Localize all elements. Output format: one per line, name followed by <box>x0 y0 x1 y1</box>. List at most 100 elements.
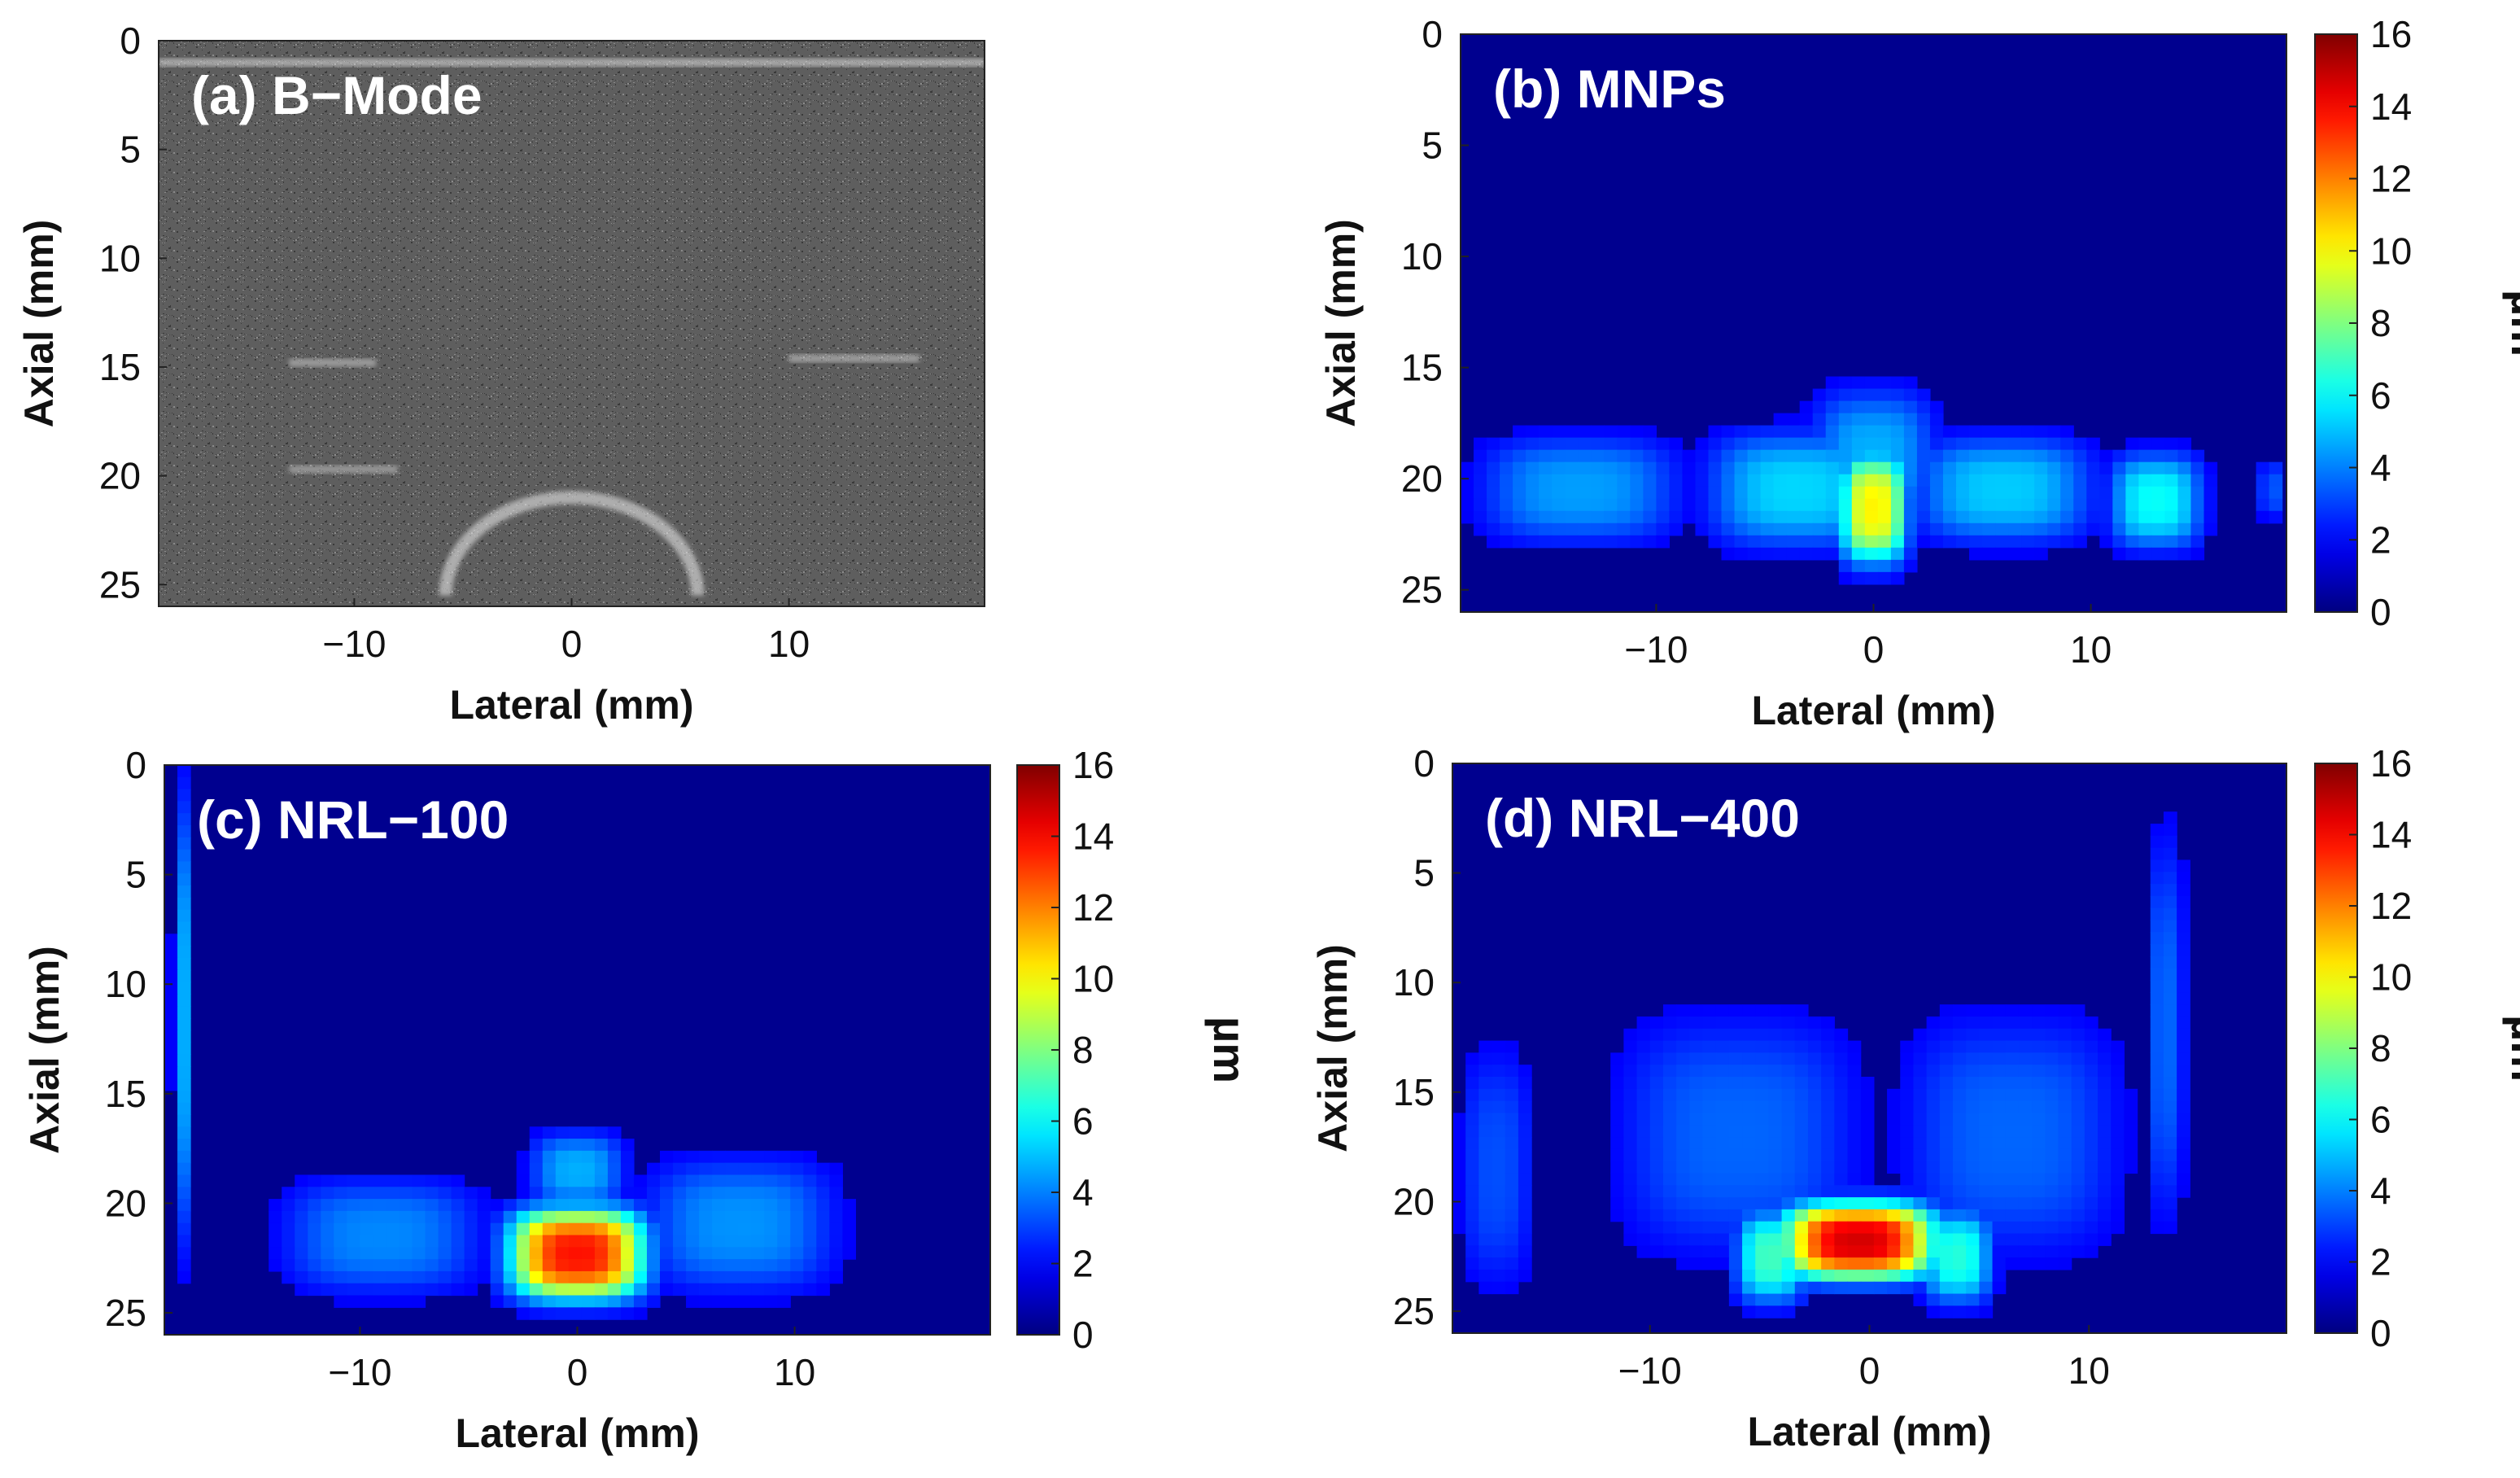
heatmap-cell <box>2111 1052 2125 1065</box>
heatmap-cell <box>1662 1088 1677 1102</box>
heatmap-cell <box>581 1222 596 1236</box>
heatmap-cell <box>2177 498 2192 512</box>
heatmap-cell <box>1505 1040 1519 1053</box>
heatmap-cell <box>816 1222 830 1236</box>
heatmap-cell <box>399 1295 413 1308</box>
heatmap-cell <box>581 1295 596 1308</box>
heatmap-cell <box>177 957 191 971</box>
heatmap-cell <box>816 1235 830 1248</box>
heatmap-cell <box>1773 498 1788 512</box>
heatmap-cell <box>177 776 191 790</box>
heatmap-cell <box>2021 486 2035 500</box>
heatmap-cell <box>1500 523 1513 536</box>
heatmap-cell <box>308 1187 321 1200</box>
heatmap-cell <box>2163 1113 2177 1126</box>
heatmap-cell <box>1708 535 1723 549</box>
heatmap-cell <box>347 1235 360 1248</box>
heatmap-cell <box>2084 1077 2099 1090</box>
heatmap-cell <box>764 1150 778 1164</box>
heatmap-cell <box>1505 1269 1519 1283</box>
heatmap-cell <box>1760 474 1775 488</box>
heatmap-cell <box>2032 1233 2046 1246</box>
heatmap-cell <box>2190 474 2205 488</box>
heatmap-cell <box>1755 1293 1770 1306</box>
heatmap-cell <box>1825 547 1840 561</box>
heatmap-cell <box>738 1295 752 1308</box>
heatmap-cell <box>1505 1052 1519 1065</box>
heatmap-cell <box>1565 523 1579 536</box>
heatmap-cell <box>1781 1221 1796 1235</box>
heatmap-cell <box>594 1307 609 1320</box>
heatmap-cell <box>503 1259 518 1272</box>
heatmap-cell <box>751 1187 765 1200</box>
heatmap-cell <box>2021 461 2035 475</box>
heatmap-cell <box>386 1222 400 1236</box>
heatmap-cell <box>2150 1185 2164 1198</box>
heatmap-cell <box>1505 1077 1519 1090</box>
heatmap-cell <box>1478 1233 1493 1246</box>
heatmap-cell <box>412 1283 426 1297</box>
heatmap-cell <box>1518 1209 1532 1222</box>
heatmap-cell <box>295 1259 308 1272</box>
heatmap-cell <box>2163 1100 2177 1114</box>
heatmap-cell <box>1518 1221 1532 1235</box>
heatmap-cell <box>1913 1197 1928 1210</box>
heatmap-cell <box>1513 498 1526 512</box>
heatmap-cell <box>1992 1221 2007 1235</box>
heatmap-cell <box>712 1247 726 1260</box>
heatmap-cell <box>555 1150 570 1164</box>
bmode-feature <box>439 491 705 596</box>
heatmap-cell <box>1474 474 1487 488</box>
heatmap-cell <box>1807 1245 1822 1258</box>
heatmap-cell <box>1742 1197 1756 1210</box>
heatmap-cell <box>1794 1016 1809 1030</box>
heatmap-cell <box>1926 1161 1941 1174</box>
heatmap-cell <box>2163 932 2177 945</box>
heatmap-cell <box>1807 1077 1822 1090</box>
heatmap-cell <box>725 1199 739 1212</box>
heatmap-cell <box>1676 1209 1690 1222</box>
heatmap-cell <box>1786 425 1801 439</box>
heatmap-cell <box>1768 1209 1783 1222</box>
heatmap-cell <box>1728 1004 1743 1017</box>
heatmap-cell <box>2018 1077 2033 1090</box>
heatmap-cell <box>529 1199 544 1212</box>
heatmap-cell <box>2084 1040 2099 1053</box>
heatmap-cell <box>412 1259 426 1272</box>
heatmap-cell <box>2032 1197 2046 1210</box>
heatmap-cell <box>177 921 191 934</box>
heatmap-cell <box>386 1174 400 1187</box>
heatmap-cell <box>1768 1221 1783 1235</box>
heatmap-cell <box>1565 437 1579 451</box>
heatmap-cell <box>2058 1221 2072 1235</box>
heatmap-cell <box>1669 474 1684 488</box>
heatmap-cell <box>1702 1088 1717 1102</box>
heatmap-cell <box>1969 547 1983 561</box>
heatmap-cell <box>1807 1065 1822 1078</box>
heatmap-cell <box>177 873 191 886</box>
heatmap-cell <box>2150 859 2164 872</box>
heatmap-cell <box>1610 1173 1624 1186</box>
heatmap-cell <box>1913 1221 1928 1235</box>
heatmap-cell <box>1768 1185 1783 1198</box>
heatmap-cell <box>503 1222 518 1236</box>
heatmap-cell <box>2150 824 2164 837</box>
heatmap-cell <box>1939 1185 1954 1198</box>
heatmap-cell <box>620 1210 635 1224</box>
heatmap-cell <box>2256 510 2270 524</box>
heatmap-cell <box>2163 1125 2177 1138</box>
heatmap-cell <box>2021 437 2035 451</box>
heatmap-cell <box>1539 510 1553 524</box>
heatmap-cell <box>725 1259 739 1272</box>
heatmap-cell <box>1604 498 1618 512</box>
heatmap-cell <box>529 1150 544 1164</box>
heatmap-cell <box>2138 523 2152 536</box>
heatmap-cell <box>2084 1113 2099 1126</box>
heatmap-cell <box>1513 461 1526 475</box>
heatmap-cell <box>360 1235 374 1248</box>
heatmap-cell <box>1838 425 1853 439</box>
heatmap-cell <box>2005 1077 2020 1090</box>
heatmap-cell <box>2177 1113 2190 1126</box>
heatmap-cell <box>1702 1161 1717 1174</box>
heatmap-cell <box>2112 449 2126 463</box>
